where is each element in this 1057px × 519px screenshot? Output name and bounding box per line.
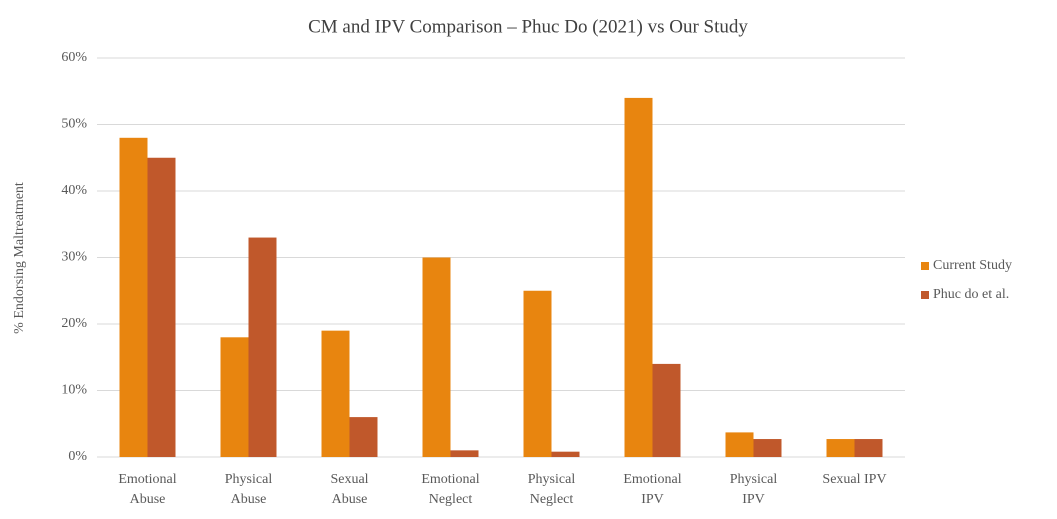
y-axis-label: % Endorsing Maltreatment <box>12 182 27 334</box>
legend-swatch <box>921 262 929 270</box>
bar <box>725 432 754 457</box>
bar <box>119 137 148 458</box>
x-tick-label: Sexual IPV <box>822 472 886 487</box>
bar <box>422 257 451 457</box>
y-tick-label: 60% <box>61 50 87 65</box>
x-tick-label: Physical Neglect <box>528 472 576 507</box>
bar <box>321 330 350 457</box>
legend-label: Current Study <box>933 258 1012 273</box>
bar <box>450 450 479 457</box>
x-tick-label: Sexual Abuse <box>330 472 368 507</box>
bar <box>248 237 277 457</box>
chart-title: CM and IPV Comparison – Phuc Do (2021) v… <box>308 16 748 37</box>
y-tick-label: 40% <box>61 183 87 198</box>
y-tick-label: 20% <box>61 316 87 331</box>
bar <box>652 363 681 457</box>
y-tick-label: 0% <box>68 449 87 464</box>
x-tick-label: Emotional Neglect <box>421 472 479 507</box>
bar <box>147 157 176 457</box>
bar <box>826 439 855 457</box>
bar <box>551 451 580 457</box>
y-tick-label: 30% <box>61 250 87 265</box>
bar <box>349 417 378 457</box>
legend-label: Phuc do et al. <box>933 287 1009 302</box>
x-tick-label: Emotional Abuse <box>118 472 176 507</box>
bar <box>523 290 552 457</box>
x-tick-label: Physical IPV <box>730 472 778 507</box>
y-tick-label: 10% <box>61 383 87 398</box>
bar <box>624 97 653 458</box>
bar <box>753 439 782 457</box>
bar <box>854 439 883 457</box>
bar <box>220 337 249 457</box>
legend-swatch <box>921 291 929 299</box>
x-tick-label: Emotional IPV <box>623 472 681 507</box>
x-tick-label: Physical Abuse <box>225 472 273 507</box>
y-tick-label: 50% <box>61 117 87 132</box>
